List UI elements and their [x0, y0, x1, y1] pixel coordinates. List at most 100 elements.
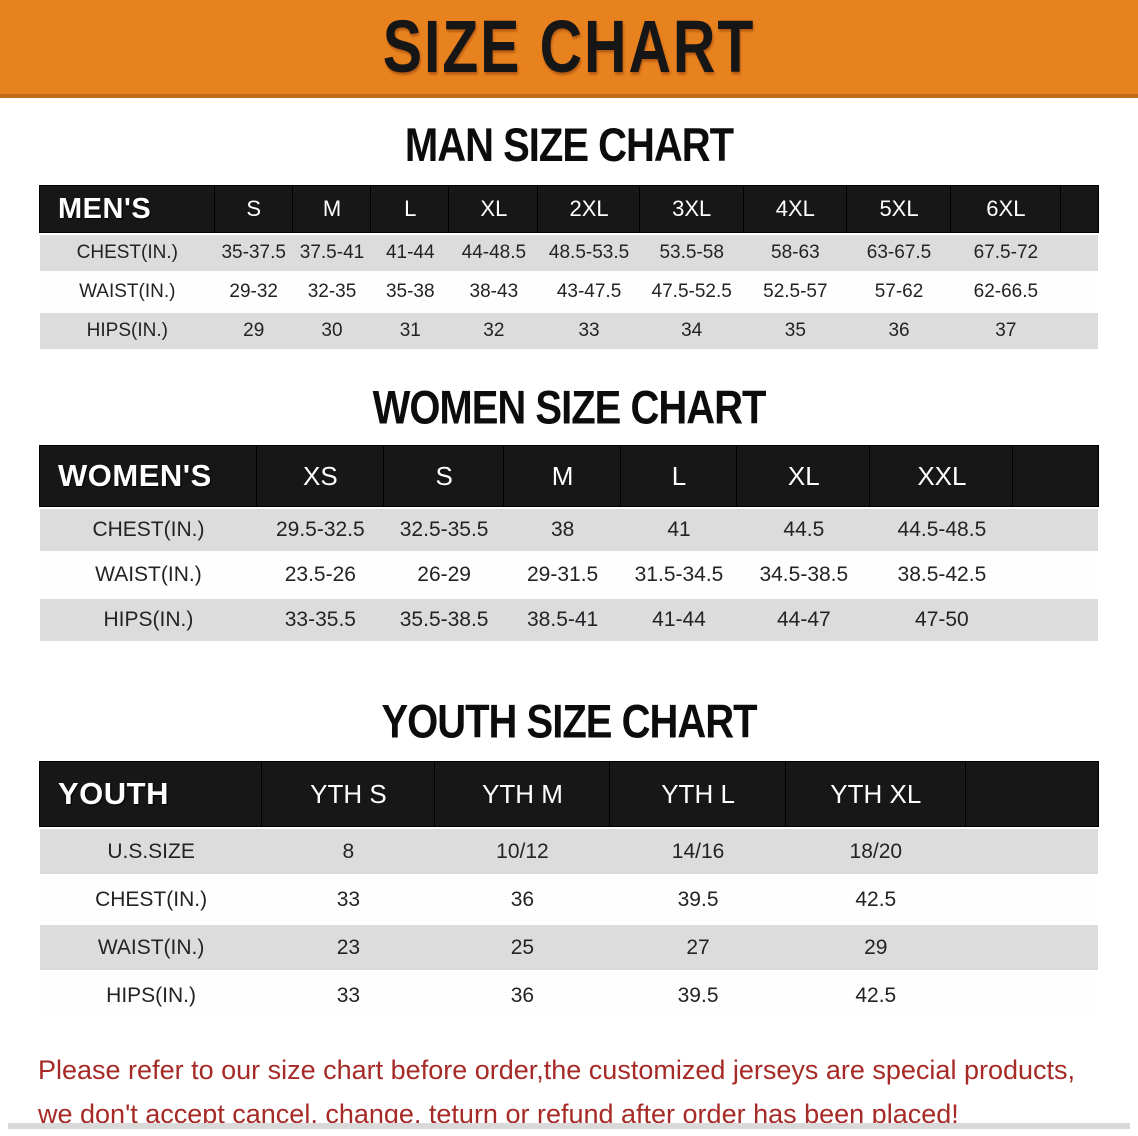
row-label: CHEST(IN.): [40, 509, 257, 551]
size-table-grid: WOMEN'S XS S M L XL XXL CHEST(IN.) 29.5-32.5 32.5…: [40, 443, 1098, 644]
bottom-divider: [8, 1123, 1130, 1129]
size-value-cell: 42.5: [785, 973, 966, 1018]
measurement-row: HIPS(IN.) 33 36 39.5 42.5: [40, 973, 1098, 1018]
size-value-cell: 39.5: [610, 877, 786, 922]
size-value-cell: 34.5-38.5: [737, 554, 871, 596]
header-filler: [1060, 186, 1098, 232]
men-size-table: MEN'S S M L XL 2XL 3XL 4XL 5XL 6XL CHEST(IN.) 35-37…: [40, 183, 1098, 352]
size-value-cell: 29-31.5: [504, 554, 621, 596]
size-value-cell: 29: [214, 313, 293, 349]
youth-size-table: YOUTH YTH S YTH M YTH L YTH XL U.S.SIZE 8 10/12…: [40, 759, 1098, 1021]
size-value-cell: 34: [639, 313, 744, 349]
size-value-cell: 38.5-42.5: [870, 554, 1014, 596]
size-value-cell: 58-63: [743, 235, 848, 271]
size-value-cell: 29: [785, 925, 966, 970]
size-column-header: 3XL: [639, 186, 744, 232]
size-value-cell: 35-37.5: [214, 235, 293, 271]
women-size-chart-heading: WOMEN SIZE CHART: [372, 381, 767, 434]
size-value-cell: 26-29: [383, 554, 505, 596]
size-value-cell: 37.5-41: [292, 235, 372, 271]
measurement-row: HIPS(IN.) 33-35.5 35.5-38.5 38.5-41 41-44 44-…: [40, 599, 1098, 641]
row-filler: [1013, 599, 1098, 641]
size-value-cell: 57-62: [847, 274, 951, 310]
measurement-row: CHEST(IN.) 29.5-32.5 32.5-35.5 38 41 44.5 44.5…: [40, 509, 1098, 551]
size-value-cell: 33-35.5: [256, 599, 384, 641]
size-value-cell: 43-47.5: [538, 274, 640, 310]
size-column-header: XL: [449, 186, 539, 232]
row-filler: [1013, 554, 1098, 596]
size-value-cell: 67.5-72: [950, 235, 1061, 271]
size-value-cell: 18/20: [785, 829, 966, 874]
size-column-header: 2XL: [538, 186, 640, 232]
size-value-cell: 48.5-53.5: [538, 235, 640, 271]
size-value-cell: 33: [262, 973, 435, 1018]
size-value-cell: 30: [292, 313, 372, 349]
size-column-header: XL: [737, 446, 871, 506]
size-value-cell: 27: [610, 925, 786, 970]
size-column-header: XS: [256, 446, 384, 506]
size-chart-banner: SIZE CHART: [0, 0, 1138, 98]
measurement-row: WAIST(IN.) 29-32 32-35 35-38 38-43 43-47.5 47.…: [40, 274, 1098, 310]
row-filler: [1060, 274, 1098, 310]
size-value-cell: 23: [262, 925, 435, 970]
youth-size-chart-heading: YOUTH SIZE CHART: [381, 695, 757, 748]
size-value-cell: 33: [262, 877, 435, 922]
size-value-cell: 36: [847, 313, 951, 349]
size-value-cell: 35: [743, 313, 848, 349]
size-value-cell: 29.5-32.5: [256, 509, 384, 551]
size-value-cell: 41: [620, 509, 738, 551]
size-value-cell: 44-48.5: [449, 235, 539, 271]
row-filler: [965, 877, 1098, 922]
size-value-cell: 32: [449, 313, 539, 349]
size-value-cell: 32-35: [292, 274, 372, 310]
row-label: U.S.SIZE: [40, 829, 263, 874]
measurement-row: WAIST(IN.) 23 25 27 29: [40, 925, 1098, 970]
row-filler: [1060, 235, 1098, 271]
size-value-cell: 31.5-34.5: [620, 554, 738, 596]
size-column-header: L: [620, 446, 738, 506]
disclaimer: Please refer to our size chart before or…: [0, 1049, 1138, 1136]
disclaimer-line: Please refer to our size chart before or…: [38, 1055, 1076, 1085]
measurement-row: CHEST(IN.) 33 36 39.5 42.5: [40, 877, 1098, 922]
size-value-cell: 52.5-57: [743, 274, 848, 310]
size-column-header: M: [292, 186, 372, 232]
table-header-label: WOMEN'S: [40, 446, 257, 506]
size-value-cell: 38.5-41: [504, 599, 621, 641]
header-filler: [965, 762, 1098, 826]
header-row: WOMEN'S XS S M L XL XXL: [40, 446, 1098, 506]
row-label: HIPS(IN.): [40, 599, 257, 641]
measurement-row: HIPS(IN.) 29 30 31 32 33 34 35 36 37: [40, 313, 1098, 349]
size-value-cell: 31: [371, 313, 450, 349]
table-header-label: YOUTH: [40, 762, 263, 826]
size-value-cell: 39.5: [610, 973, 786, 1018]
table-header-label: MEN'S: [40, 186, 215, 232]
size-value-cell: 8: [262, 829, 435, 874]
size-value-cell: 35.5-38.5: [383, 599, 505, 641]
size-value-cell: 36: [434, 877, 611, 922]
row-label: WAIST(IN.): [40, 925, 263, 970]
row-filler: [1060, 313, 1098, 349]
row-label: CHEST(IN.): [40, 235, 215, 271]
size-value-cell: 42.5: [785, 877, 966, 922]
header-row: MEN'S S M L XL 2XL 3XL 4XL 5XL 6XL: [40, 186, 1098, 232]
size-column-header: YTH L: [610, 762, 786, 826]
size-value-cell: 47-50: [870, 599, 1014, 641]
size-column-header: M: [504, 446, 621, 506]
man-size-chart-heading: MAN SIZE CHART: [404, 119, 734, 172]
size-value-cell: 44.5-48.5: [870, 509, 1014, 551]
size-value-cell: 38: [504, 509, 621, 551]
size-value-cell: 33: [538, 313, 640, 349]
row-filler: [965, 925, 1098, 970]
size-column-header: L: [371, 186, 450, 232]
size-value-cell: 14/16: [610, 829, 786, 874]
size-value-cell: 41-44: [620, 599, 738, 641]
row-label: CHEST(IN.): [40, 877, 263, 922]
size-value-cell: 62-66.5: [950, 274, 1061, 310]
header-row: YOUTH YTH S YTH M YTH L YTH XL: [40, 762, 1098, 826]
size-value-cell: 41-44: [371, 235, 450, 271]
size-value-cell: 44-47: [737, 599, 871, 641]
size-table-grid: YOUTH YTH S YTH M YTH L YTH XL U.S.SIZE 8 10/12…: [40, 759, 1098, 1021]
size-value-cell: 47.5-52.5: [639, 274, 744, 310]
size-value-cell: 25: [434, 925, 611, 970]
size-column-header: YTH S: [262, 762, 435, 826]
